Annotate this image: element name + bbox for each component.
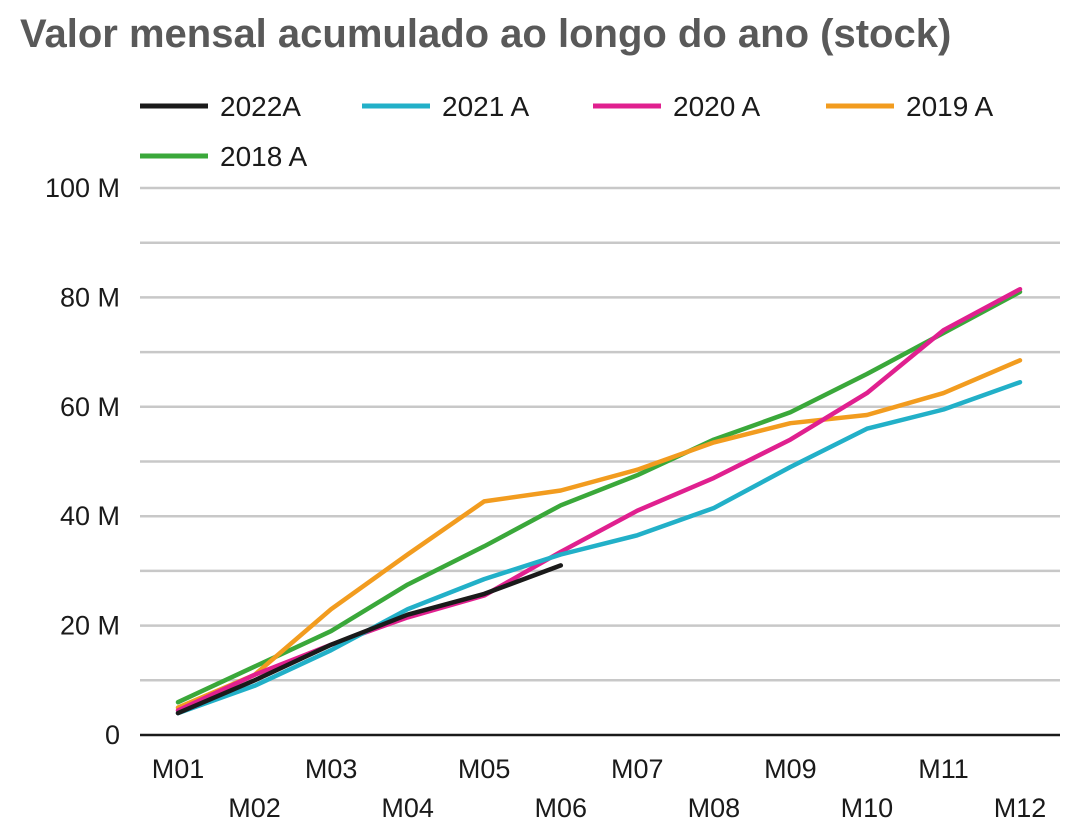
- legend-item-2022a: 2022A: [140, 91, 301, 122]
- y-tick-label: 40 M: [60, 501, 120, 531]
- x-tick-label: M01: [152, 754, 205, 784]
- legend-label: 2021 A: [442, 91, 530, 122]
- x-tick-label: M09: [764, 754, 817, 784]
- legend-item-2019a: 2019 A: [826, 91, 994, 122]
- legend-item-2021a: 2021 A: [362, 91, 530, 122]
- series-line-2019a: [175, 358, 1023, 710]
- gridlines: [140, 186, 1060, 682]
- axes: 0 20 M 40 M 60 M 80 M 100 M M01 M02 M03 M04 M05 M06…: [45, 173, 1060, 823]
- y-tick-label: 100 M: [45, 173, 120, 203]
- legend-label: 2020 A: [673, 91, 761, 122]
- legend-label: 2019 A: [906, 91, 994, 122]
- series-line-2022a: [175, 563, 564, 716]
- x-tick-label: M11: [918, 754, 969, 784]
- x-tick-label: M03: [305, 754, 358, 784]
- x-tick-label: M12: [994, 793, 1047, 823]
- y-tick-label: 60 M: [60, 392, 120, 422]
- series-line-2018a: [175, 289, 1023, 705]
- y-tick-label: 20 M: [60, 611, 120, 641]
- x-tick-label: M04: [381, 793, 434, 823]
- y-tick-label: 0: [105, 720, 120, 750]
- x-tick-label: M06: [534, 793, 587, 823]
- x-tick-label: M07: [611, 754, 664, 784]
- series-line-2021a: [175, 379, 1023, 716]
- x-tick-label: M05: [458, 754, 511, 784]
- x-tick-label: M02: [228, 793, 281, 823]
- legend-item-2020a: 2020 A: [593, 91, 761, 122]
- legend-label: 2022A: [220, 91, 301, 122]
- series-lines: [175, 286, 1023, 716]
- chart-title: Valor mensal acumulado ao longo do ano (…: [20, 12, 951, 56]
- legend-item-2018a: 2018 A: [140, 141, 308, 172]
- legend: 2022A 2021 A 2020 A 2019 A 2018 A: [140, 91, 994, 172]
- x-tick-label: M08: [688, 793, 741, 823]
- legend-label: 2018 A: [220, 141, 308, 172]
- y-tick-label: 80 M: [60, 282, 120, 312]
- x-tick-label: M10: [841, 793, 894, 823]
